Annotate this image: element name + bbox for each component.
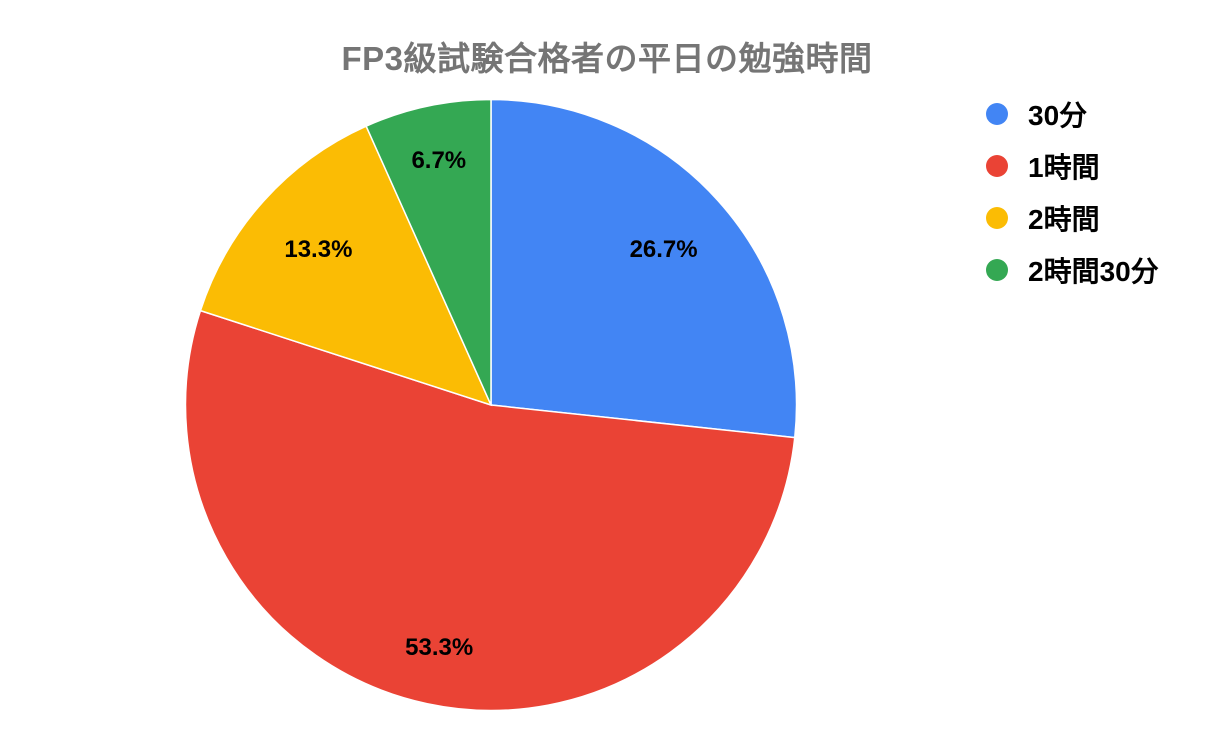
legend-label: 2時間 [1028,204,1100,235]
slice-label-2: 13.3% [284,235,353,263]
chart-title: FP3級試験合格者の平日の勉強時間 [341,40,873,77]
legend: 30分 1時間 2時間 2時間30分 [986,88,1159,296]
pie-slice-1 [184,309,796,712]
pie-slice-2 [199,125,493,407]
slice-label-1: 53.3% [405,633,474,661]
legend-item-1: 1時間 [986,140,1159,192]
legend-swatch-icon [986,155,1008,177]
pie-slice-0 [490,98,798,439]
legend-swatch-icon [986,103,1008,125]
legend-item-2: 2時間 [986,192,1159,244]
legend-item-0: 30分 [986,88,1159,140]
pie-chart [184,98,798,712]
legend-swatch-icon [986,207,1008,229]
slice-label-0: 26.7% [629,235,698,263]
pie-slice-3 [365,98,492,406]
legend-label: 2時間30分 [1028,256,1159,287]
legend-label: 1時間 [1028,152,1100,183]
legend-swatch-icon [986,259,1008,281]
legend-label: 30分 [1028,100,1088,131]
slice-label-3: 6.7% [411,146,467,174]
legend-item-3: 2時間30分 [986,244,1159,296]
